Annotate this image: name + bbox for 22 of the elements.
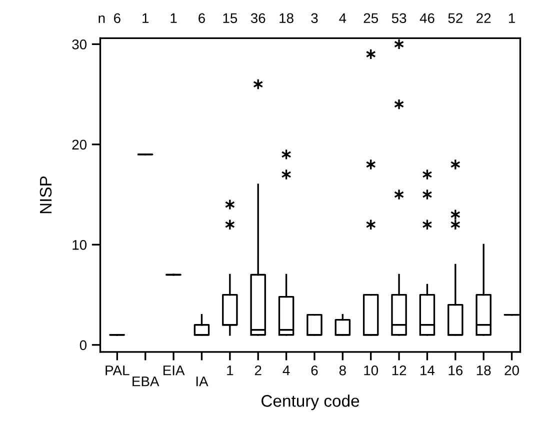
x-axis-title: Century code bbox=[262, 394, 360, 410]
x-tick-label: 18 bbox=[476, 365, 491, 376]
x-tick-label: 6 bbox=[311, 365, 318, 376]
x-tick-label: 4 bbox=[282, 366, 290, 376]
y-tick-label: 10 bbox=[72, 240, 87, 250]
x-tick-label: PAL bbox=[106, 366, 130, 376]
y-tick-label: 30 bbox=[72, 40, 87, 50]
x-tick-label: 20 bbox=[504, 365, 519, 376]
text: n 6 1 1 6 15 36 18 3 4 25 53 46 52 22 1 bbox=[98, 13, 515, 24]
x-tick-label: 14 bbox=[420, 366, 435, 376]
x-tick-label: 2 bbox=[254, 365, 262, 376]
x-tick-label: IA bbox=[196, 376, 208, 386]
x-tick-label: 1 bbox=[227, 366, 234, 376]
y-axis-title: NISP bbox=[40, 176, 52, 214]
x-tick-label: 16 bbox=[448, 365, 463, 376]
y-tick-label: 0 bbox=[80, 340, 87, 350]
y-tick-label: 20 bbox=[72, 140, 87, 150]
x-tick-label: 8 bbox=[339, 365, 346, 376]
x-tick-label: 10 bbox=[364, 365, 378, 376]
x-tick-label: EBA bbox=[132, 376, 160, 386]
x-tick-label: 12 bbox=[392, 365, 406, 376]
x-tick-label: EIA bbox=[163, 366, 185, 376]
